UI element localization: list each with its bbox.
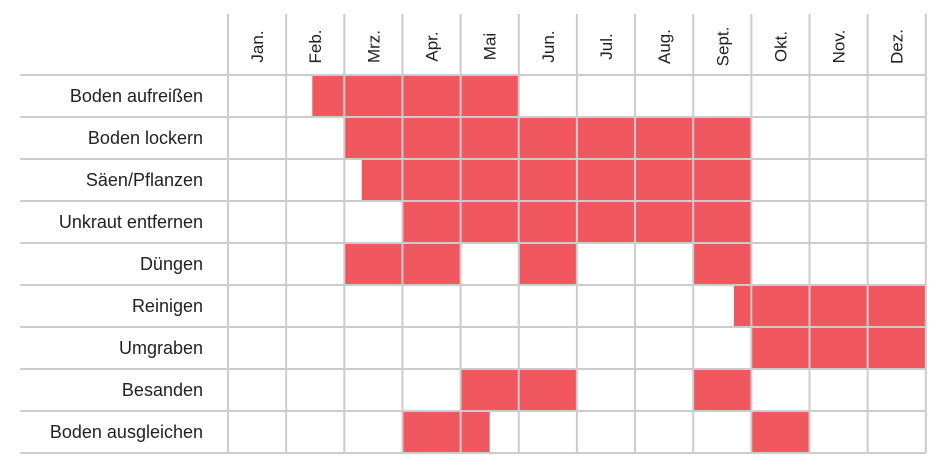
month-labels: Jan. Feb. Mrz. Apr. Mai Jun. Jul. Aug. Sept. Okt.… [248, 27, 907, 67]
month-label-3: Mrz. [364, 30, 383, 63]
month-label-10: Okt. [771, 31, 790, 62]
task-label-2: Boden lockern [88, 128, 203, 148]
month-label-11: Nov. [830, 30, 849, 64]
bar-5-2 [518, 243, 577, 285]
task-label-4: Unkraut entfernen [59, 212, 203, 232]
task-label-7: Umgraben [119, 338, 203, 358]
bar-8-2 [693, 369, 752, 411]
month-label-9: Sept. [713, 27, 732, 67]
bar-1-1 [312, 75, 519, 117]
task-label-1: Boden aufreißen [70, 86, 203, 106]
task-label-9: Boden ausgleichen [50, 422, 203, 442]
month-label-8: Aug. [655, 29, 674, 64]
task-label-8: Besanden [122, 380, 203, 400]
bar-7-1 [751, 327, 926, 369]
month-label-6: Jun. [539, 30, 558, 62]
bar-5-3 [693, 243, 752, 285]
bars-layer [312, 75, 926, 453]
task-label-5: Düngen [140, 254, 203, 274]
bar-3-1 [361, 159, 752, 201]
month-label-7: Jul. [597, 33, 616, 59]
bar-9-2 [751, 411, 810, 453]
bar-9-1 [402, 411, 490, 453]
month-label-2: Feb. [306, 29, 325, 63]
month-label-4: Apr. [423, 31, 442, 61]
month-label-1: Jan. [248, 30, 267, 62]
month-label-5: Mai [481, 33, 500, 60]
month-label-12: Dez. [888, 29, 907, 64]
task-labels: Boden aufreißen Boden lockern Säen/Pflanze… [50, 86, 203, 442]
task-label-6: Reinigen [132, 296, 203, 316]
bar-2-1 [344, 117, 752, 159]
bar-6-1 [733, 285, 926, 327]
grid-layer [20, 14, 927, 454]
task-label-3: Säen/Pflanzen [86, 170, 203, 190]
